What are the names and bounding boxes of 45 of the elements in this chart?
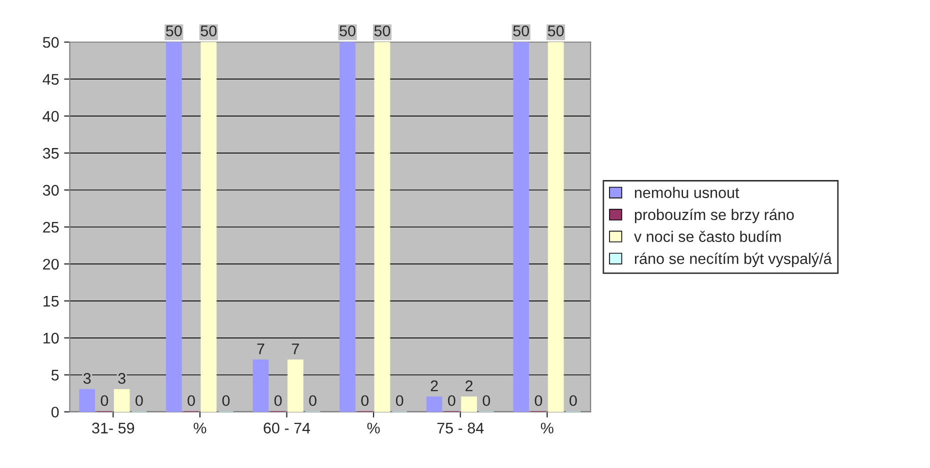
- data-label: 50: [200, 26, 217, 36]
- data-label: 7: [257, 344, 264, 354]
- data-label: 0: [482, 395, 490, 406]
- y-tick-label: 0: [51, 406, 59, 418]
- y-tick-label: 50: [42, 36, 59, 48]
- x-tick-label: %: [540, 422, 554, 434]
- y-tick-label: 30: [42, 184, 59, 196]
- data-label: 0: [188, 395, 195, 406]
- data-label: 50: [513, 26, 530, 36]
- data-label: 0: [100, 395, 108, 406]
- data-label: 0: [534, 395, 542, 406]
- y-tick-label: 10: [44, 332, 59, 344]
- y-tick-label: 5: [51, 370, 59, 381]
- data-label: 0: [309, 395, 316, 406]
- x-tick-label: %: [194, 422, 206, 434]
- y-tick-label: 25: [43, 222, 59, 233]
- data-label: 0: [396, 395, 404, 406]
- data-label: 0: [274, 395, 282, 406]
- y-tick-label: 35: [42, 148, 59, 159]
- data-label: 50: [166, 26, 182, 36]
- data-label: 3: [83, 373, 91, 384]
- data-label: 50: [548, 26, 564, 36]
- x-tick-label: 75 - 84: [437, 422, 484, 434]
- x-tick-label: 31- 59: [92, 422, 134, 434]
- data-label: 0: [222, 395, 230, 406]
- y-tick-label: 40: [42, 110, 59, 122]
- legend-label: nemohu usnout: [634, 186, 740, 198]
- data-label: 7: [292, 344, 299, 354]
- data-label: 2: [466, 380, 473, 392]
- y-tick-label: 45: [42, 74, 59, 85]
- data-label: 0: [136, 395, 143, 406]
- data-label: 0: [361, 395, 369, 406]
- x-tick-label: 60 - 74: [264, 422, 310, 434]
- x-tick-label: %: [367, 422, 380, 434]
- y-tick-label: 15: [44, 296, 59, 307]
- legend-label: ráno se necítím být vyspalý/á: [634, 252, 832, 268]
- data-label: 0: [570, 395, 577, 406]
- data-label: 2: [430, 380, 438, 392]
- data-label: 3: [118, 373, 126, 384]
- legend-label: probouzím se brzy ráno: [634, 208, 794, 224]
- y-tick-label: 20: [43, 258, 59, 270]
- data-label: 50: [340, 26, 356, 36]
- data-label: 0: [448, 395, 456, 406]
- data-label: 50: [374, 26, 390, 36]
- legend-label: v noci se často budím: [634, 230, 781, 242]
